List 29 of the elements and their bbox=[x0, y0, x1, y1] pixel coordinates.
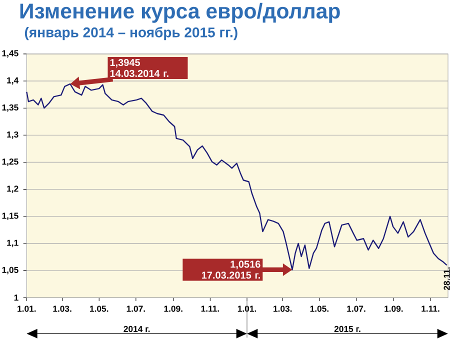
x-tick-label: 1.09. bbox=[384, 306, 403, 312]
y-tick-label: 1,25 bbox=[2, 158, 18, 166]
x-tick-label: 1.03. bbox=[274, 306, 292, 312]
x-tick-label: 1.11. bbox=[201, 306, 219, 312]
y-tick-label: 1,2 bbox=[7, 186, 18, 194]
chart-title: Изменение курса евро/доллар bbox=[20, 2, 340, 23]
y-tick-label: 1,1 bbox=[7, 240, 18, 248]
y-tick-label: 1,4 bbox=[7, 77, 19, 85]
x-tick-label: 1.09. bbox=[164, 306, 182, 312]
x-tick-label: 1.11. bbox=[422, 306, 440, 312]
x-tick-label: 1.07. bbox=[126, 306, 145, 312]
x-tick-label: 1.01. bbox=[238, 306, 256, 312]
x-tick-label: 1.03. bbox=[53, 306, 72, 312]
y-tick-label: 1 bbox=[14, 294, 18, 301]
y-tick-label: 1,15 bbox=[2, 212, 18, 220]
annotation: 1,3945 14.03.2014 г. bbox=[110, 58, 168, 77]
x-tick-label: 1.05. bbox=[310, 306, 328, 312]
chart-subtitle: (январь 2014 – ноябрь 2015 гг.) bbox=[24, 26, 238, 40]
y-tick-label: 1,35 bbox=[2, 104, 18, 112]
x-tick-label: 1.01. bbox=[18, 306, 36, 312]
y-tick-label: 1,05 bbox=[2, 266, 18, 274]
text: 2015 г. bbox=[334, 326, 360, 332]
y-tick-label: 1,3 bbox=[7, 131, 18, 139]
y-tick-label: 1,45 bbox=[2, 50, 18, 58]
x-tick-label: 1.07. bbox=[347, 306, 366, 312]
annotation: 1,0516 17.03.2015 г. bbox=[202, 260, 260, 279]
x-tick-label: 1.05. bbox=[90, 306, 108, 312]
annotation: 28.11. bbox=[444, 267, 450, 290]
text: 2014 г. bbox=[124, 326, 150, 332]
